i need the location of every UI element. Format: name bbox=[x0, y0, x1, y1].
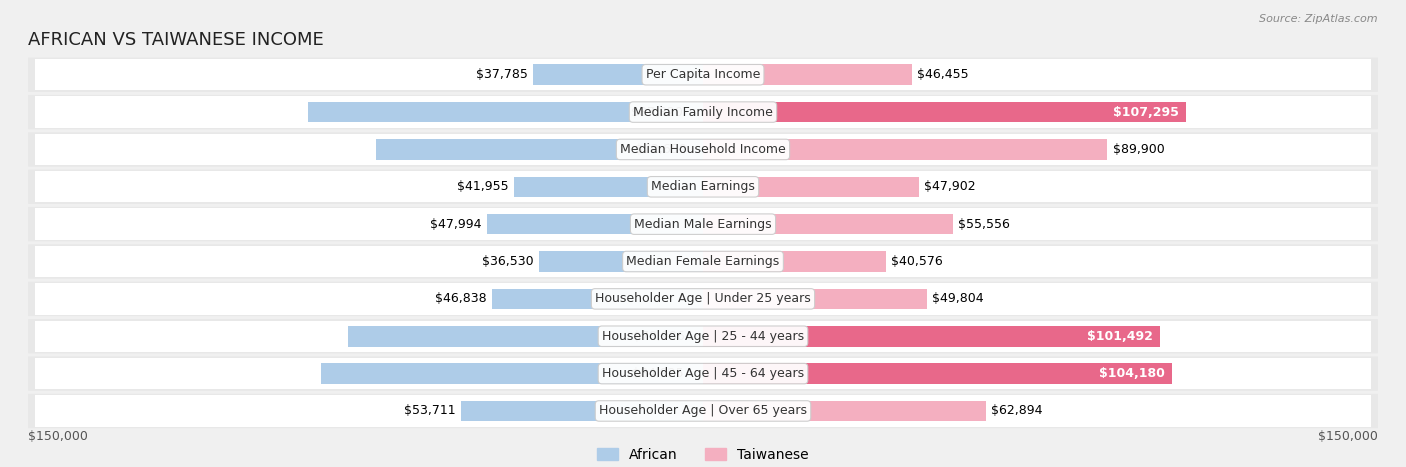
FancyBboxPatch shape bbox=[28, 282, 1378, 316]
Text: $150,000: $150,000 bbox=[28, 430, 89, 443]
Text: $104,180: $104,180 bbox=[1099, 367, 1166, 380]
Bar bbox=[703, 214, 953, 234]
Bar bbox=[703, 251, 886, 272]
Text: $49,804: $49,804 bbox=[932, 292, 984, 305]
Text: Householder Age | Under 25 years: Householder Age | Under 25 years bbox=[595, 292, 811, 305]
FancyBboxPatch shape bbox=[35, 358, 1371, 389]
FancyBboxPatch shape bbox=[28, 132, 1378, 167]
Text: Source: ZipAtlas.com: Source: ZipAtlas.com bbox=[1260, 14, 1378, 24]
Text: Median Family Income: Median Family Income bbox=[633, 106, 773, 119]
Text: $101,492: $101,492 bbox=[1087, 330, 1153, 343]
Text: $87,820: $87,820 bbox=[631, 106, 683, 119]
FancyBboxPatch shape bbox=[35, 208, 1371, 240]
Bar bbox=[347, 326, 703, 347]
Text: Per Capita Income: Per Capita Income bbox=[645, 68, 761, 81]
FancyBboxPatch shape bbox=[28, 57, 1378, 92]
FancyBboxPatch shape bbox=[35, 171, 1371, 203]
FancyBboxPatch shape bbox=[35, 283, 1371, 315]
Text: $41,955: $41,955 bbox=[457, 180, 509, 193]
Bar bbox=[321, 363, 703, 384]
Bar bbox=[703, 401, 986, 421]
Text: $72,650: $72,650 bbox=[636, 143, 686, 156]
Text: Householder Age | 45 - 64 years: Householder Age | 45 - 64 years bbox=[602, 367, 804, 380]
FancyBboxPatch shape bbox=[28, 356, 1378, 391]
FancyBboxPatch shape bbox=[35, 246, 1371, 277]
Text: AFRICAN VS TAIWANESE INCOME: AFRICAN VS TAIWANESE INCOME bbox=[28, 30, 323, 49]
FancyBboxPatch shape bbox=[28, 95, 1378, 129]
Bar bbox=[703, 363, 1171, 384]
Bar bbox=[703, 64, 912, 85]
FancyBboxPatch shape bbox=[35, 96, 1371, 128]
Bar bbox=[703, 177, 918, 197]
Text: Median Female Earnings: Median Female Earnings bbox=[627, 255, 779, 268]
Text: $40,576: $40,576 bbox=[891, 255, 942, 268]
Text: $89,900: $89,900 bbox=[1114, 143, 1164, 156]
Text: $55,556: $55,556 bbox=[959, 218, 1011, 231]
FancyBboxPatch shape bbox=[28, 207, 1378, 241]
Bar bbox=[461, 401, 703, 421]
Text: $62,894: $62,894 bbox=[991, 404, 1043, 417]
Bar bbox=[492, 289, 703, 309]
Text: $84,925: $84,925 bbox=[633, 367, 683, 380]
Text: $47,902: $47,902 bbox=[924, 180, 976, 193]
Bar bbox=[486, 214, 703, 234]
Bar bbox=[703, 139, 1108, 160]
FancyBboxPatch shape bbox=[35, 395, 1371, 427]
Bar bbox=[703, 102, 1185, 122]
Bar bbox=[703, 289, 927, 309]
Bar bbox=[703, 326, 1160, 347]
Text: $150,000: $150,000 bbox=[1317, 430, 1378, 443]
FancyBboxPatch shape bbox=[28, 394, 1378, 428]
Bar bbox=[515, 177, 703, 197]
Bar bbox=[308, 102, 703, 122]
Text: $36,530: $36,530 bbox=[482, 255, 533, 268]
Text: $46,838: $46,838 bbox=[436, 292, 486, 305]
FancyBboxPatch shape bbox=[28, 319, 1378, 354]
Text: Median Household Income: Median Household Income bbox=[620, 143, 786, 156]
Legend: African, Taiwanese: African, Taiwanese bbox=[592, 442, 814, 467]
Bar bbox=[538, 251, 703, 272]
Text: $47,994: $47,994 bbox=[430, 218, 482, 231]
Text: $107,295: $107,295 bbox=[1114, 106, 1180, 119]
Bar bbox=[377, 139, 703, 160]
Text: Householder Age | Over 65 years: Householder Age | Over 65 years bbox=[599, 404, 807, 417]
Bar bbox=[533, 64, 703, 85]
Text: $53,711: $53,711 bbox=[405, 404, 456, 417]
FancyBboxPatch shape bbox=[35, 59, 1371, 91]
FancyBboxPatch shape bbox=[35, 320, 1371, 352]
Text: $37,785: $37,785 bbox=[475, 68, 527, 81]
Text: Median Male Earnings: Median Male Earnings bbox=[634, 218, 772, 231]
FancyBboxPatch shape bbox=[28, 170, 1378, 204]
Text: Median Earnings: Median Earnings bbox=[651, 180, 755, 193]
Text: $78,986: $78,986 bbox=[634, 330, 685, 343]
Text: $46,455: $46,455 bbox=[917, 68, 969, 81]
FancyBboxPatch shape bbox=[28, 244, 1378, 279]
Text: Householder Age | 25 - 44 years: Householder Age | 25 - 44 years bbox=[602, 330, 804, 343]
FancyBboxPatch shape bbox=[35, 134, 1371, 165]
